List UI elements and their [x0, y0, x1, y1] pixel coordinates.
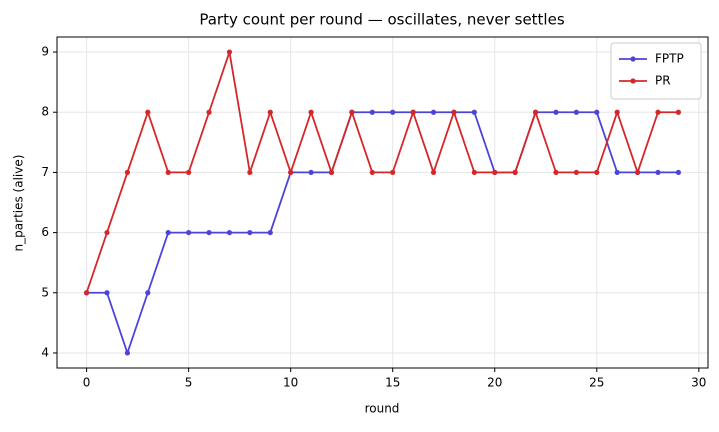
- x-axis-label: round: [365, 402, 400, 416]
- data-point: [532, 109, 539, 115]
- data-point: [267, 109, 273, 115]
- data-point: [471, 109, 477, 115]
- x-tick-label: 0: [83, 376, 91, 390]
- data-point: [145, 109, 151, 115]
- x-tick-label: 5: [185, 376, 193, 390]
- y-tick-label: 4: [41, 345, 49, 359]
- legend-label: PR: [655, 74, 671, 88]
- data-point: [308, 109, 314, 115]
- chart-title: Party count per round — oscillates, neve…: [199, 11, 564, 29]
- data-point: [573, 109, 579, 115]
- data-point: [124, 350, 131, 356]
- plot-frame: [56, 36, 709, 369]
- data-point: [614, 169, 620, 176]
- x-tick-label: 30: [691, 376, 706, 390]
- data-point: [369, 109, 375, 115]
- data-point: [430, 109, 437, 115]
- data-point: [124, 169, 131, 176]
- data-point: [83, 290, 90, 296]
- legend-marker: [630, 78, 636, 84]
- x-tick-label: 25: [589, 376, 604, 390]
- data-point: [492, 169, 498, 176]
- data-point: [512, 169, 518, 176]
- data-point: [104, 229, 110, 236]
- data-point: [410, 109, 416, 115]
- legend-marker: [630, 56, 636, 62]
- data-point: [145, 290, 151, 296]
- data-point: [675, 109, 682, 115]
- y-tick-label: 8: [41, 105, 49, 119]
- data-point: [206, 229, 212, 236]
- y-tick-label: 6: [41, 225, 49, 239]
- y-tick-label: 7: [41, 165, 49, 179]
- data-point: [104, 290, 110, 296]
- legend-label: FPTP: [655, 52, 684, 66]
- data-point: [430, 169, 437, 176]
- data-point: [186, 169, 192, 176]
- data-point: [594, 109, 600, 115]
- data-point: [247, 169, 253, 176]
- data-point: [655, 169, 661, 176]
- x-tick-label: 20: [487, 376, 502, 390]
- series-line: [86, 111, 679, 356]
- data-point: [553, 169, 559, 176]
- data-point: [553, 109, 559, 115]
- x-tick-label: 15: [385, 376, 400, 390]
- data-point: [226, 49, 233, 55]
- data-point: [288, 169, 294, 176]
- y-axis-label: n_parties (alive): [12, 155, 26, 252]
- data-point: [328, 169, 335, 176]
- data-point: [573, 169, 579, 176]
- data-point: [451, 109, 457, 115]
- data-point: [247, 229, 253, 236]
- data-point: [308, 169, 314, 176]
- data-point: [390, 109, 396, 115]
- series-line: [85, 51, 679, 294]
- data-point: [675, 169, 682, 176]
- data-point: [471, 169, 477, 176]
- data-point: [165, 169, 171, 176]
- data-point: [267, 229, 273, 236]
- y-tick-label: 5: [41, 285, 49, 299]
- data-point: [369, 169, 375, 176]
- data-point: [349, 109, 355, 115]
- data-point: [186, 229, 192, 236]
- data-point: [655, 109, 661, 115]
- data-point: [634, 169, 641, 176]
- data-point: [390, 169, 396, 176]
- x-tick-label: 10: [283, 376, 298, 390]
- data-point: [206, 109, 212, 115]
- data-point: [226, 229, 233, 236]
- data-point: [165, 229, 171, 236]
- data-point: [614, 109, 620, 115]
- data-point: [594, 169, 600, 176]
- y-tick-label: 9: [41, 45, 49, 59]
